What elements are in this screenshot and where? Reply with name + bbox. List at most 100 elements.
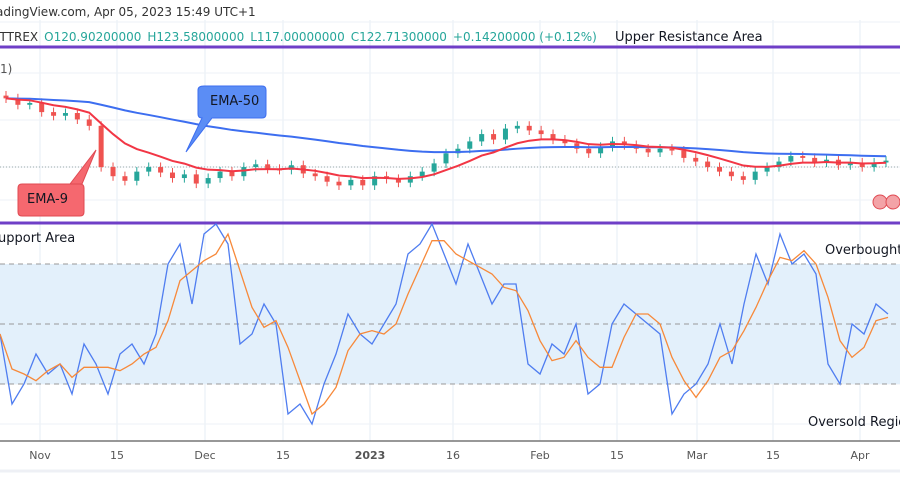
stoch-k-line xyxy=(0,222,889,426)
candle-body xyxy=(800,156,806,158)
candle-body xyxy=(205,178,211,184)
x-tick-label: 2023 xyxy=(355,449,386,462)
candle-body xyxy=(847,162,853,166)
candle-body xyxy=(883,160,889,163)
candle-body xyxy=(312,173,318,177)
indicator-fragment: 1) xyxy=(0,62,13,76)
candle-body xyxy=(740,176,746,180)
candle-body xyxy=(395,178,401,183)
change-value: +0.14200000 (+0.12%) xyxy=(452,30,597,44)
x-tick-label: 15 xyxy=(766,449,780,462)
candle-body xyxy=(621,141,627,146)
x-tick-label: Mar xyxy=(687,449,708,462)
candle-body xyxy=(86,119,92,126)
x-tick-label: Feb xyxy=(530,449,549,462)
ema9-callout-label: EMA-9 xyxy=(27,192,68,207)
high-value: H123.58000000 xyxy=(147,30,245,44)
candle-body xyxy=(336,181,342,186)
candle-body xyxy=(324,176,330,182)
candle-body xyxy=(538,130,544,135)
candle-body xyxy=(169,172,175,179)
candle-body xyxy=(360,179,366,186)
candle-body xyxy=(74,113,80,120)
candle-body xyxy=(265,164,271,169)
candle-body xyxy=(431,163,437,172)
candle-body xyxy=(419,171,425,177)
x-tick-label: 15 xyxy=(276,449,290,462)
support-area-label: upport Area xyxy=(0,231,76,246)
candle-body xyxy=(39,102,45,113)
stoch-d-line xyxy=(0,232,889,416)
ema50-line xyxy=(5,97,887,158)
candle-body xyxy=(241,167,247,177)
upper-resistance-label: Upper Resistance Area xyxy=(615,30,763,45)
overbought-label: Overbought R xyxy=(825,243,900,258)
ema9-line xyxy=(5,97,887,180)
candle-body xyxy=(764,167,770,172)
candle-body xyxy=(443,153,449,164)
candle-body xyxy=(562,139,568,144)
candle-body xyxy=(812,157,818,163)
candle-body xyxy=(51,112,57,116)
candle-body xyxy=(479,134,485,142)
candle-body xyxy=(181,174,187,179)
candle-body xyxy=(62,113,68,116)
candle-body xyxy=(158,167,164,173)
x-tick-label: Apr xyxy=(850,449,870,462)
candle-body xyxy=(467,141,473,149)
candle-body xyxy=(146,167,152,172)
candle-body xyxy=(134,171,140,181)
low-value: L117.00000000 xyxy=(250,30,345,44)
candle-body xyxy=(217,171,223,179)
candle-body xyxy=(348,179,354,186)
x-tick-label: 16 xyxy=(446,449,460,462)
candle-body xyxy=(586,148,592,154)
candle-body xyxy=(407,176,413,183)
candle-body xyxy=(776,161,782,168)
exchange-label: ITTREX xyxy=(0,30,39,44)
x-tick-label: 15 xyxy=(110,449,124,462)
candle-body xyxy=(681,150,687,158)
candle-body xyxy=(705,161,711,168)
oversold-label: Oversold Region xyxy=(808,415,900,430)
ema50-callout xyxy=(185,85,267,153)
candle-body xyxy=(193,174,199,184)
candle-body xyxy=(110,167,116,177)
candle-body xyxy=(693,157,699,162)
candle-body xyxy=(871,162,877,168)
candle-body xyxy=(859,162,865,168)
close-value: C122.71300000 xyxy=(350,30,447,44)
x-tick-label: 15 xyxy=(610,449,624,462)
candle-body xyxy=(550,134,556,140)
candle-body xyxy=(514,125,520,129)
candle-body xyxy=(752,171,758,180)
candle-body xyxy=(526,125,532,131)
flag-icon xyxy=(872,194,888,210)
candle-body xyxy=(372,176,378,186)
source-line: adingView.com, Apr 05, 2023 15:49 UTC+1 xyxy=(0,5,256,19)
ohlc-legend: ITTREX O120.90200000 H123.58000000 L117.000… xyxy=(0,30,597,44)
candle-body xyxy=(574,143,580,149)
candle-body xyxy=(253,164,259,168)
ema50-callout-label: EMA-50 xyxy=(210,94,260,109)
candle-body xyxy=(491,134,497,140)
candle-body xyxy=(717,167,723,172)
x-tick-label: Nov xyxy=(29,449,51,462)
flag-icon xyxy=(885,194,900,210)
candle-body xyxy=(788,156,794,162)
candle-body xyxy=(27,102,33,105)
candle-body xyxy=(3,95,9,99)
candle-body xyxy=(15,98,21,105)
candle-body xyxy=(669,148,675,151)
candle-body xyxy=(598,146,604,154)
candle-body xyxy=(98,125,104,168)
candle-body xyxy=(657,148,663,153)
candle-body xyxy=(122,176,128,181)
ema9-callout xyxy=(17,149,97,217)
candle-body xyxy=(645,148,651,153)
candle-body xyxy=(502,128,508,140)
x-tick-label: Dec xyxy=(194,449,215,462)
candle-body xyxy=(229,171,235,177)
